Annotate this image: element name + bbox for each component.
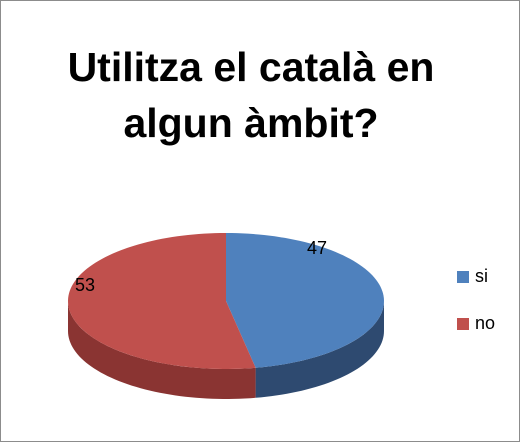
- legend-swatch: [457, 271, 469, 283]
- pie-side: [255, 301, 384, 398]
- pie-slice: [68, 233, 256, 369]
- legend-label: no: [475, 313, 495, 333]
- legend-swatch: [457, 318, 469, 330]
- pie-side: [68, 301, 256, 399]
- legend-label: si: [475, 266, 488, 286]
- pie-slice: [226, 233, 384, 368]
- data-label: 53: [75, 275, 95, 295]
- data-label: 47: [307, 238, 327, 258]
- chart-title: Utilitza el català en algun àmbit?: [67, 44, 435, 146]
